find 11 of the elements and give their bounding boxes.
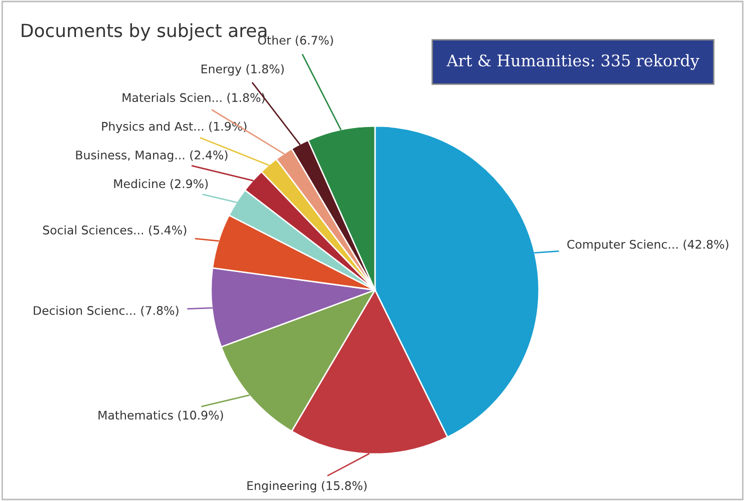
- slice-label: Computer Scienc... (42.8%): [567, 240, 728, 252]
- slice-label: Medicine (2.9%): [114, 179, 208, 190]
- slice-label: Decision Scienc... (7.8%): [34, 306, 178, 316]
- slice-label: Materials Scien... (1.8%): [122, 92, 265, 104]
- text: Art & Humanities: 335 rekordy: [446, 54, 700, 70]
- slice-label: Energy (1.8%): [202, 64, 284, 76]
- slice-label: Engineering (15.8%): [247, 480, 367, 492]
- slice-label: Other (6.7%): [258, 36, 333, 46]
- slice-label: Business, Manag... (2.4%): [76, 150, 228, 162]
- slice-label: Social Sciences... (5.4%): [43, 225, 186, 236]
- slice-label: Mathematics (10.9%): [98, 410, 223, 421]
